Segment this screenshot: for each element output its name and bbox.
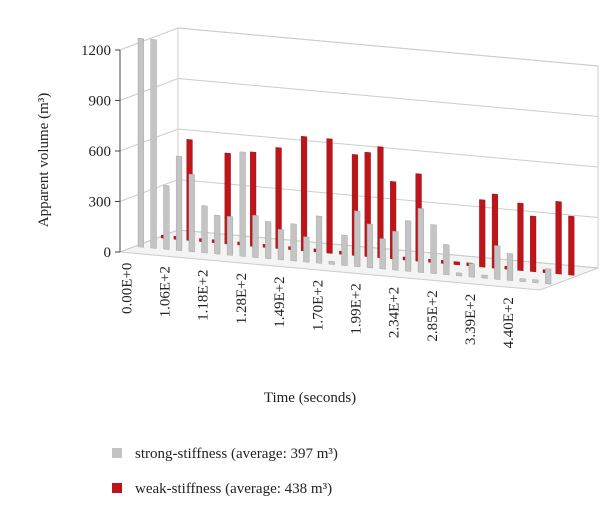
- x-tick-label: 1.06E+2: [158, 266, 174, 317]
- bar: [326, 138, 333, 254]
- bar: [265, 221, 272, 260]
- bar: [290, 223, 297, 262]
- x-tick-label: 1.99E+2: [349, 283, 365, 334]
- bar: [175, 155, 183, 252]
- bar: [479, 199, 486, 268]
- bar: [379, 238, 386, 270]
- bar: [277, 228, 284, 261]
- y-tick-label: 600: [89, 144, 112, 160]
- bar: [163, 184, 170, 250]
- y-tick-label: 0: [104, 245, 112, 261]
- x-tick-label: 3.39E+2: [463, 294, 479, 345]
- y-axis-label: Apparent volume (m³): [36, 93, 52, 227]
- bar: [239, 151, 246, 257]
- bar: [366, 223, 373, 269]
- bar: [568, 215, 575, 276]
- x-tick-label: 1.18E+2: [196, 270, 212, 321]
- bar: [417, 207, 424, 273]
- x-tick-label: 2.85E+2: [425, 290, 441, 341]
- bar: [443, 243, 450, 276]
- bar: [530, 215, 537, 273]
- x-axis-label: Time (seconds): [264, 390, 356, 406]
- bar: [226, 215, 234, 256]
- bar: [214, 214, 221, 255]
- bar: [301, 135, 308, 252]
- x-tick-label: 2.34E+2: [387, 287, 403, 338]
- x-tick-label: 1.28E+2: [234, 273, 250, 324]
- bar: [545, 268, 552, 285]
- bar: [392, 230, 399, 271]
- bar: [517, 202, 524, 272]
- bar: [405, 220, 412, 272]
- bar: [555, 201, 562, 275]
- bar: [150, 38, 157, 249]
- bar: [430, 224, 437, 275]
- bar: [252, 214, 259, 258]
- bar: [494, 245, 501, 280]
- x-tick-label: 1.49E+2: [272, 276, 288, 327]
- bar: [519, 278, 526, 283]
- bar: [137, 37, 144, 248]
- bar: [303, 236, 310, 263]
- x-tick-label: 0.00E+0: [119, 263, 135, 314]
- legend-swatch: [112, 448, 122, 458]
- y-tick-label: 300: [89, 195, 112, 211]
- bar: [188, 173, 195, 253]
- bar: [468, 263, 475, 278]
- bar: [506, 253, 513, 281]
- legend-label: weak-stiffness (average: 438 m³): [135, 481, 332, 497]
- bar: [354, 210, 361, 268]
- bar: [481, 274, 488, 279]
- bar: [456, 272, 463, 277]
- bar: [328, 260, 335, 265]
- legend-label: strong-stiffness (average: 397 m³): [135, 446, 338, 462]
- y-tick-label: 1200: [81, 43, 111, 59]
- legend-swatch: [112, 483, 122, 493]
- x-tick-label: 4.40E+2: [501, 297, 517, 348]
- y-tick-label: 900: [89, 94, 112, 110]
- bar: [201, 205, 208, 254]
- bar: [316, 215, 323, 264]
- bar: [341, 234, 348, 267]
- x-tick-label: 1.70E+2: [310, 280, 326, 331]
- bar: [532, 279, 539, 284]
- bar: [453, 261, 460, 266]
